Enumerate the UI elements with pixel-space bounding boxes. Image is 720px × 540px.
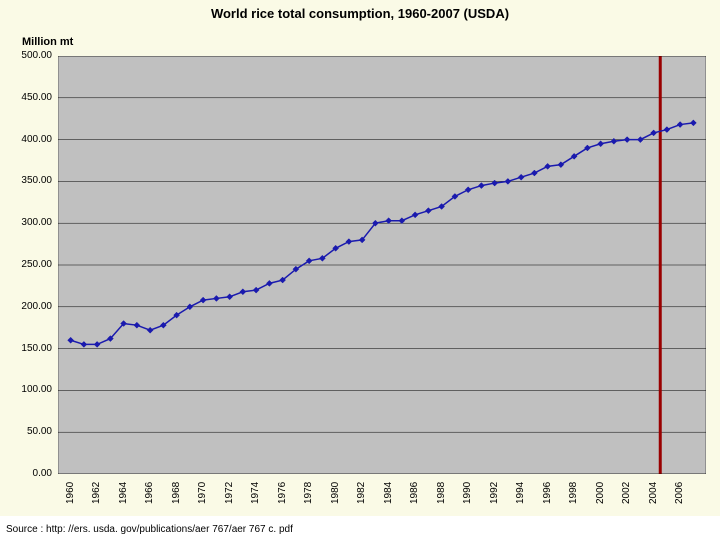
x-tick-label: 2006 xyxy=(675,482,685,504)
chart-container: World rice total consumption, 1960-2007 … xyxy=(0,0,720,516)
x-tick-label: 1970 xyxy=(198,482,208,504)
x-tick-label: 1996 xyxy=(543,482,553,504)
y-axis-label: Million mt xyxy=(22,36,73,48)
x-tick-label: 1986 xyxy=(410,482,420,504)
y-tick-label: 400.00 xyxy=(4,135,52,145)
x-tick-label: 1968 xyxy=(172,482,182,504)
x-tick-label: 1994 xyxy=(516,482,526,504)
y-tick-label: 350.00 xyxy=(4,176,52,186)
y-tick-label: 0.00 xyxy=(4,469,52,479)
x-tick-label: 1982 xyxy=(357,482,367,504)
source-caption: Source : http: //ers. usda. gov/publicat… xyxy=(4,523,295,536)
page: World rice total consumption, 1960-2007 … xyxy=(0,0,720,540)
x-tick-label: 1962 xyxy=(92,482,102,504)
y-tick-label: 250.00 xyxy=(4,260,52,270)
chart-title: World rice total consumption, 1960-2007 … xyxy=(0,6,720,21)
y-tick-label: 50.00 xyxy=(4,427,52,437)
x-tick-label: 2004 xyxy=(649,482,659,504)
y-tick-label: 450.00 xyxy=(4,93,52,103)
y-tick-label: 200.00 xyxy=(4,302,52,312)
y-tick-label: 100.00 xyxy=(4,385,52,395)
x-tick-label: 1966 xyxy=(145,482,155,504)
y-tick-label: 500.00 xyxy=(4,51,52,61)
x-tick-label: 1978 xyxy=(304,482,314,504)
x-tick-label: 1972 xyxy=(225,482,235,504)
x-tick-label: 1998 xyxy=(569,482,579,504)
y-tick-label: 300.00 xyxy=(4,218,52,228)
plot-svg xyxy=(58,56,706,474)
x-tick-label: 1964 xyxy=(119,482,129,504)
plot-area-wrap xyxy=(58,56,706,474)
x-tick-label: 2000 xyxy=(596,482,606,504)
x-tick-label: 1992 xyxy=(490,482,500,504)
x-tick-label: 1990 xyxy=(463,482,473,504)
x-tick-label: 1988 xyxy=(437,482,447,504)
x-tick-label: 1984 xyxy=(384,482,394,504)
x-tick-label: 1980 xyxy=(331,482,341,504)
y-tick-label: 150.00 xyxy=(4,344,52,354)
x-tick-label: 1976 xyxy=(278,482,288,504)
x-tick-label: 1974 xyxy=(251,482,261,504)
x-tick-label: 1960 xyxy=(66,482,76,504)
x-tick-label: 2002 xyxy=(622,482,632,504)
